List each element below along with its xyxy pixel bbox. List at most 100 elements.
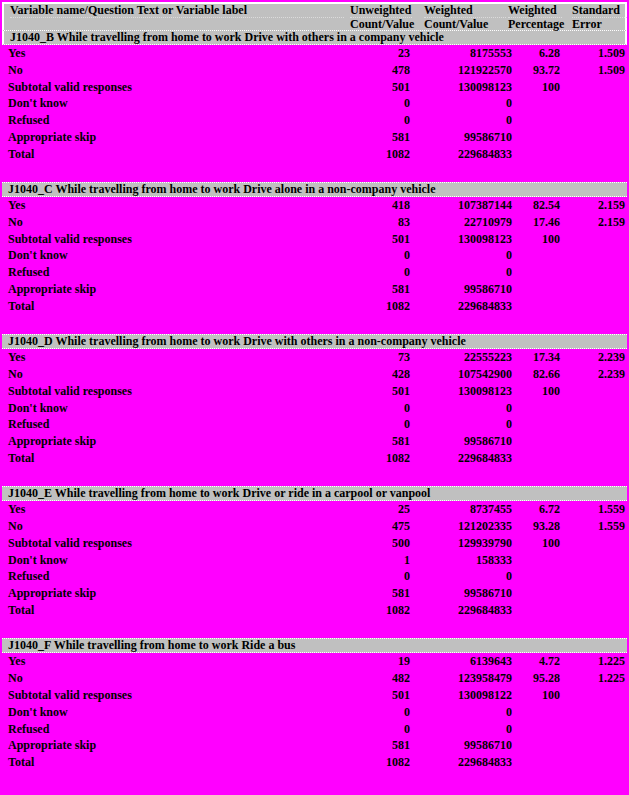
standard-error-cell (560, 281, 625, 298)
row-label: Subtotal valid responses (2, 383, 342, 400)
weighted-count-cell: 130098123 (410, 231, 512, 248)
weighted-percentage-cell: 100 (504, 231, 560, 248)
table-row: No 428 107542900 82.66 2.239 (2, 366, 627, 383)
table-row: No 475 121202335 93.28 1.559 (2, 518, 627, 535)
weighted-percentage-cell (504, 281, 560, 298)
row-label: Subtotal valid responses (2, 687, 342, 704)
weighted-percentage-cell (504, 95, 560, 112)
weighted-count-cell: 0 (410, 95, 512, 112)
weighted-percentage-cell (504, 754, 560, 771)
row-label: Total (2, 298, 342, 315)
weighted-percentage-cell: 6.72 (504, 501, 560, 518)
weighted-count-cell: 0 (410, 416, 512, 433)
weighted-count-cell: 99586710 (410, 585, 512, 602)
row-label: No (2, 670, 342, 687)
table-row: No 478 121922570 93.72 1.509 (2, 62, 627, 79)
column-header-weighted-percentage: Weighted Percentage (506, 4, 562, 30)
weighted-percentage-cell: 100 (504, 79, 560, 96)
standard-error-cell (560, 95, 625, 112)
standard-error-cell (560, 129, 625, 146)
weighted-count-cell: 99586710 (410, 737, 512, 754)
section-rows: Yes 25 8737455 6.72 1.559 No 475 1212023… (2, 501, 627, 619)
weighted-percentage-cell (504, 704, 560, 721)
row-label: Subtotal valid responses (2, 231, 342, 248)
row-label: Don't know (2, 95, 342, 112)
standard-error-cell (560, 264, 625, 281)
unweighted-count-cell: 482 (342, 670, 410, 687)
weighted-count-cell: 0 (410, 721, 512, 738)
table-row: Yes 73 22555223 17.34 2.239 (2, 349, 627, 366)
unweighted-count-cell: 428 (342, 366, 410, 383)
unweighted-count-cell: 1082 (342, 450, 410, 467)
row-label: Subtotal valid responses (2, 79, 342, 96)
weighted-percentage-cell (504, 585, 560, 602)
weighted-percentage-cell: 4.72 (504, 653, 560, 670)
column-header-unweighted-line1: Unweighted (350, 4, 412, 18)
table-row: Total 1082 229684833 (2, 146, 627, 163)
standard-error-cell (560, 568, 625, 585)
table-row: Appropriate skip 581 99586710 (2, 433, 627, 450)
table-row: Yes 25 8737455 6.72 1.559 (2, 501, 627, 518)
section-rows: Yes 418 107387144 82.54 2.159 No 83 2271… (2, 197, 627, 315)
row-label: Appropriate skip (2, 129, 342, 146)
unweighted-count-cell: 0 (342, 112, 410, 129)
weighted-count-cell: 130098122 (410, 687, 512, 704)
weighted-count-cell: 229684833 (410, 450, 512, 467)
column-header-standard-error: Standard Error (562, 4, 627, 30)
standard-error-cell (560, 754, 625, 771)
weighted-count-cell: 107387144 (410, 197, 512, 214)
table-row: Don't know 1 158333 (2, 552, 627, 569)
standard-error-cell: 1.509 (560, 45, 625, 62)
standard-error-cell (560, 535, 625, 552)
section-title: J1040_E While travelling from home to wo… (2, 486, 627, 501)
standard-error-cell: 2.239 (560, 366, 625, 383)
row-label: Total (2, 450, 342, 467)
row-label: Yes (2, 45, 342, 62)
section-rows: Yes 73 22555223 17.34 2.239 No 428 10754… (2, 349, 627, 467)
standard-error-cell: 1.225 (560, 670, 625, 687)
row-label: Total (2, 602, 342, 619)
weighted-count-cell: 130098123 (410, 79, 512, 96)
weighted-percentage-cell: 17.46 (504, 214, 560, 231)
row-label: Appropriate skip (2, 433, 342, 450)
standard-error-cell (560, 585, 625, 602)
table-header: Variable name/Question Text or Variable … (2, 2, 627, 30)
weighted-count-cell: 0 (410, 400, 512, 417)
standard-error-cell (560, 552, 625, 569)
standard-error-cell: 2.159 (560, 214, 625, 231)
unweighted-count-cell: 581 (342, 737, 410, 754)
table-row: Appropriate skip 581 99586710 (2, 585, 627, 602)
table-row: No 83 22710979 17.46 2.159 (2, 214, 627, 231)
column-header-unweighted-line2: Count/Value (350, 18, 412, 31)
column-header-variable: Variable name/Question Text or Variable … (4, 4, 344, 30)
section-title: J1040_B While travelling from home to wo… (2, 30, 627, 45)
column-headers: Variable name/Question Text or Variable … (4, 4, 625, 30)
row-label: Refused (2, 112, 342, 129)
table-row: Refused 0 0 (2, 416, 627, 433)
row-label: Refused (2, 264, 342, 281)
weighted-percentage-cell (504, 552, 560, 569)
weighted-count-cell: 229684833 (410, 754, 512, 771)
column-header-weighted-percentage-line2: Percentage (508, 18, 562, 31)
standard-error-cell: 1.559 (560, 501, 625, 518)
unweighted-count-cell: 581 (342, 281, 410, 298)
weighted-count-cell: 0 (410, 112, 512, 129)
standard-error-cell (560, 737, 625, 754)
unweighted-count-cell: 1082 (342, 298, 410, 315)
table-row: Total 1082 229684833 (2, 298, 627, 315)
sections-container: J1040_B While travelling from home to wo… (2, 30, 627, 771)
row-label: Yes (2, 501, 342, 518)
unweighted-count-cell: 500 (342, 535, 410, 552)
variable-section: J1040_C While travelling from home to wo… (2, 182, 627, 315)
standard-error-cell (560, 383, 625, 400)
weighted-count-cell: 123958479 (410, 670, 512, 687)
unweighted-count-cell: 73 (342, 349, 410, 366)
weighted-count-cell: 22710979 (410, 214, 512, 231)
column-header-weighted-count: Weighted Count/Value (412, 4, 506, 30)
codebook-table: Variable name/Question Text or Variable … (2, 2, 627, 771)
weighted-count-cell: 158333 (410, 552, 512, 569)
unweighted-count-cell: 0 (342, 264, 410, 281)
weighted-count-cell: 0 (410, 568, 512, 585)
weighted-count-cell: 8175553 (410, 45, 512, 62)
variable-section: J1040_D While travelling from home to wo… (2, 334, 627, 467)
